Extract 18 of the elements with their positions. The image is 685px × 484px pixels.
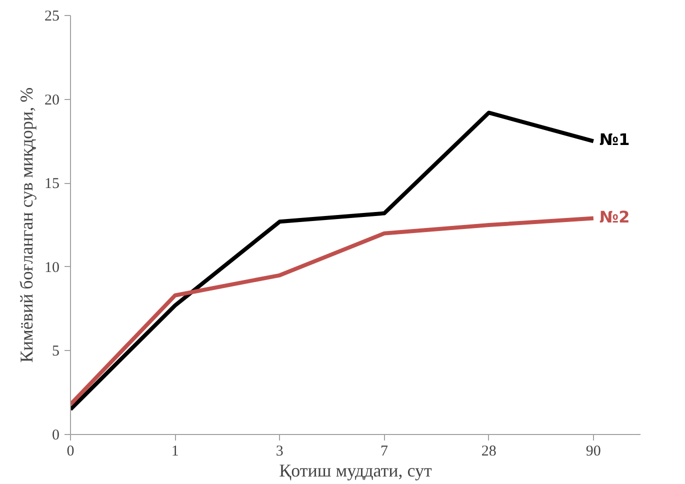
x-tick-label: 0	[66, 444, 74, 460]
y-tick-label: 15	[44, 176, 60, 192]
x-tick-label: 7	[380, 444, 389, 460]
series-label: №1	[599, 130, 630, 150]
y-tick-label: 5	[52, 344, 60, 360]
series-label: №2	[599, 207, 630, 226]
line-series	[70, 110, 596, 412]
x-tick-label: 28	[481, 444, 496, 460]
y-tick-label: 25	[44, 8, 60, 24]
x-axis-title: Қотиш муддати, сут	[279, 460, 432, 480]
line-series	[70, 216, 596, 406]
y-tick-label: 20	[44, 92, 60, 108]
x-tick-label: 3	[276, 444, 284, 460]
y-tick-label: 0	[52, 428, 60, 444]
x-tick-label: 90	[586, 444, 601, 460]
y-axis-title: Кимёвий боғланган сув миқдори, %	[16, 87, 36, 363]
y-tick-label: 10	[44, 260, 60, 276]
x-tick-label: 1	[171, 444, 179, 460]
